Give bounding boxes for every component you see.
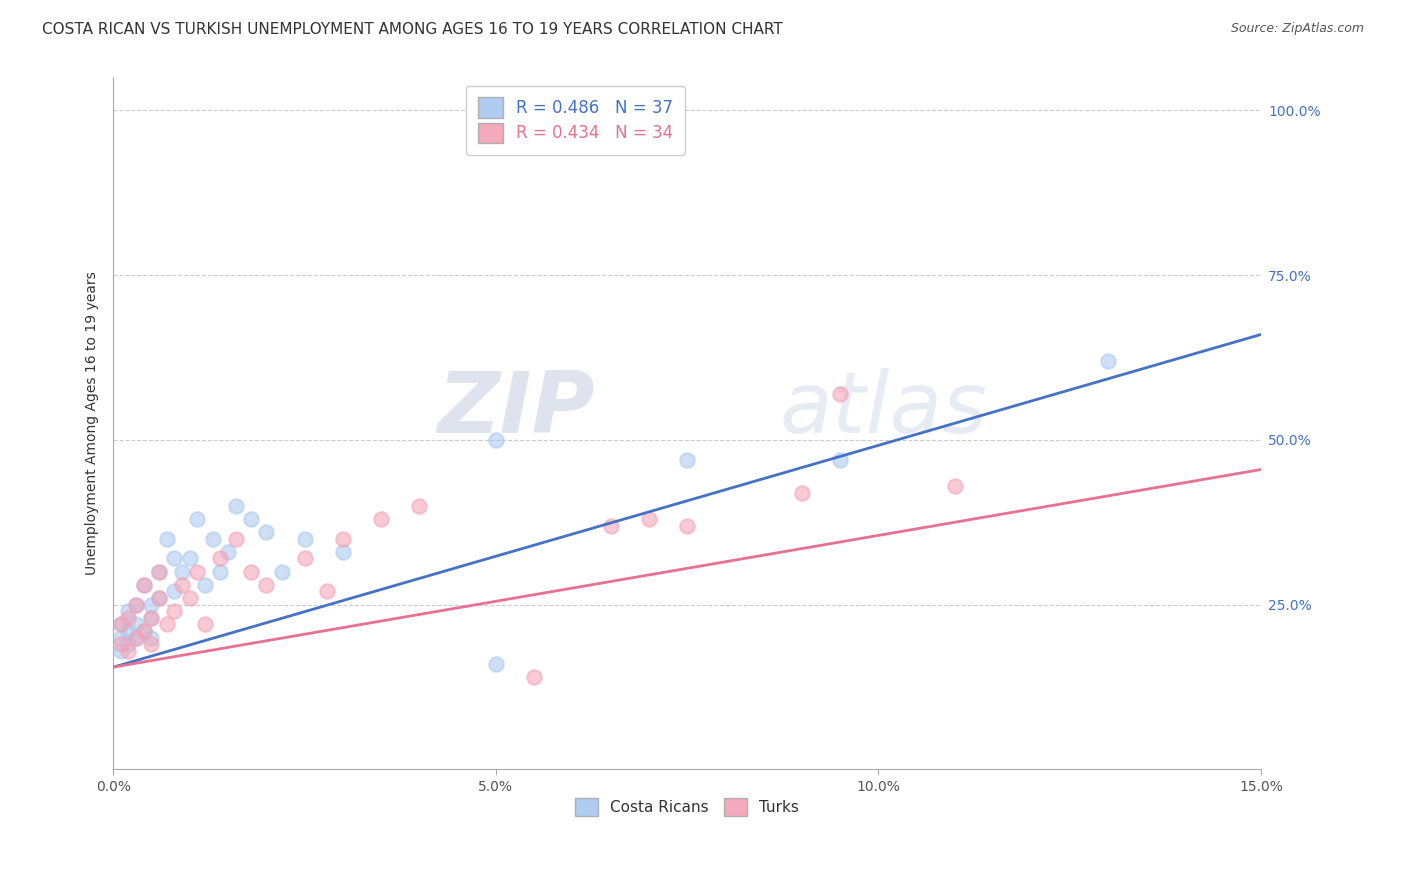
Point xyxy=(830,386,852,401)
Point xyxy=(156,532,179,546)
Point xyxy=(148,591,170,605)
Point xyxy=(485,433,508,447)
Point xyxy=(194,617,217,632)
Text: COSTA RICAN VS TURKISH UNEMPLOYMENT AMONG AGES 16 TO 19 YEARS CORRELATION CHART: COSTA RICAN VS TURKISH UNEMPLOYMENT AMON… xyxy=(42,22,783,37)
Point xyxy=(294,551,316,566)
Point xyxy=(110,631,132,645)
Point xyxy=(270,565,292,579)
Point xyxy=(110,617,132,632)
Point xyxy=(239,565,262,579)
Point xyxy=(599,518,621,533)
Point xyxy=(676,452,699,467)
Point xyxy=(830,452,852,467)
Point xyxy=(141,611,163,625)
Point xyxy=(148,565,170,579)
Point xyxy=(332,545,354,559)
Point xyxy=(201,532,224,546)
Point xyxy=(163,604,186,618)
Point xyxy=(117,637,139,651)
Point xyxy=(408,499,430,513)
Point xyxy=(179,591,201,605)
Point xyxy=(370,512,392,526)
Point xyxy=(209,565,232,579)
Point xyxy=(179,551,201,566)
Point xyxy=(148,591,170,605)
Point xyxy=(148,565,170,579)
Point xyxy=(110,643,132,657)
Point xyxy=(638,512,661,526)
Text: ZIP: ZIP xyxy=(437,368,595,451)
Point xyxy=(132,578,155,592)
Point xyxy=(790,485,813,500)
Point xyxy=(225,499,247,513)
Point xyxy=(141,637,163,651)
Point xyxy=(117,604,139,618)
Point xyxy=(110,617,132,632)
Point xyxy=(117,624,139,638)
Point xyxy=(209,551,232,566)
Point xyxy=(132,578,155,592)
Point xyxy=(125,617,148,632)
Point xyxy=(254,525,277,540)
Point xyxy=(225,532,247,546)
Point xyxy=(141,598,163,612)
Point xyxy=(943,479,966,493)
Point xyxy=(1097,353,1119,368)
Point xyxy=(141,631,163,645)
Point xyxy=(170,565,193,579)
Point xyxy=(239,512,262,526)
Text: Source: ZipAtlas.com: Source: ZipAtlas.com xyxy=(1230,22,1364,36)
Point xyxy=(163,551,186,566)
Text: atlas: atlas xyxy=(779,368,987,451)
Point xyxy=(254,578,277,592)
Point xyxy=(163,584,186,599)
Point xyxy=(194,578,217,592)
Point xyxy=(186,565,208,579)
Point xyxy=(676,518,699,533)
Point xyxy=(125,598,148,612)
Point xyxy=(117,611,139,625)
Point xyxy=(125,598,148,612)
Point xyxy=(125,631,148,645)
Point xyxy=(132,624,155,638)
Point xyxy=(294,532,316,546)
Point xyxy=(117,643,139,657)
Point xyxy=(132,624,155,638)
Point xyxy=(316,584,339,599)
Legend: Costa Ricans, Turks: Costa Ricans, Turks xyxy=(568,790,807,824)
Point xyxy=(170,578,193,592)
Point xyxy=(186,512,208,526)
Point xyxy=(523,670,546,684)
Point xyxy=(125,631,148,645)
Point xyxy=(110,637,132,651)
Point xyxy=(485,657,508,671)
Y-axis label: Unemployment Among Ages 16 to 19 years: Unemployment Among Ages 16 to 19 years xyxy=(86,271,100,575)
Point xyxy=(217,545,239,559)
Point xyxy=(332,532,354,546)
Point xyxy=(156,617,179,632)
Point xyxy=(141,611,163,625)
